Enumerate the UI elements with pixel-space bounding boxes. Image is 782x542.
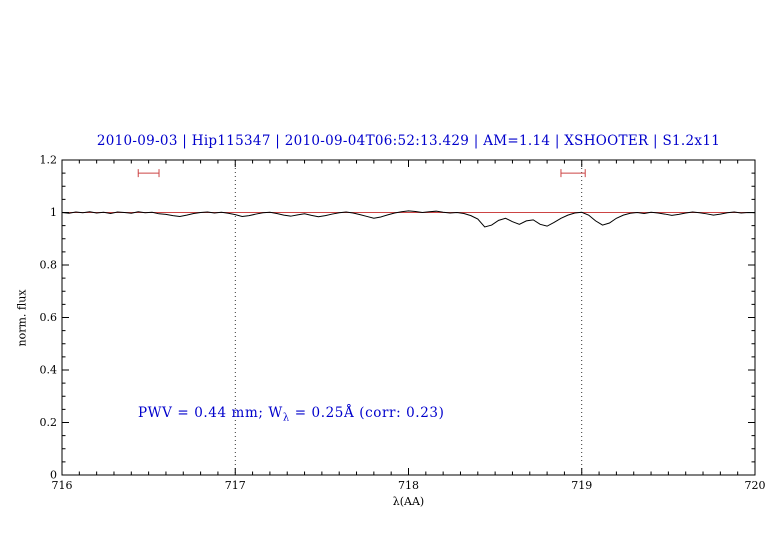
x-axis-label: λ(AA) bbox=[392, 495, 425, 508]
annotation-suffix: = 0.25Å (corr: 0.23) bbox=[289, 405, 445, 421]
spectrum-line bbox=[61, 210, 756, 228]
y-tick-label: 1 bbox=[50, 206, 57, 219]
axis-ticks bbox=[61, 159, 756, 476]
interval-marker bbox=[560, 169, 586, 178]
x-tick-label: 717 bbox=[225, 479, 246, 492]
annotation-lambda-subscript: λ bbox=[282, 412, 290, 424]
x-tick-label: 720 bbox=[745, 479, 766, 492]
pwv-annotation: PWV = 0.44 mm; Wλ = 0.25Å (corr: 0.23) bbox=[138, 405, 444, 424]
y-tick-label: 0.2 bbox=[40, 416, 58, 429]
y-tick-label: 0.6 bbox=[40, 311, 58, 324]
y-axis-label: norm. flux bbox=[15, 289, 29, 347]
x-tick-label: 718 bbox=[398, 479, 419, 492]
tick-labels: 716 717 718 719 720 0 0.2 0.4 0.6 0.8 1 1.2 bbox=[40, 154, 766, 493]
annotation-prefix: PWV = 0.44 mm; W bbox=[138, 405, 283, 421]
plot-frame bbox=[61, 159, 756, 476]
x-tick-label: 716 bbox=[52, 479, 73, 492]
y-tick-label: 0.8 bbox=[40, 259, 58, 272]
x-tick-label: 719 bbox=[571, 479, 592, 492]
y-tick-label: 1.2 bbox=[40, 154, 58, 167]
y-tick-label: 0 bbox=[50, 469, 57, 482]
interval-marker bbox=[137, 169, 160, 178]
y-tick-label: 0.4 bbox=[40, 364, 58, 377]
plot-title: 2010-09-03 | Hip115347 | 2010-09-04T06:5… bbox=[96, 133, 721, 149]
